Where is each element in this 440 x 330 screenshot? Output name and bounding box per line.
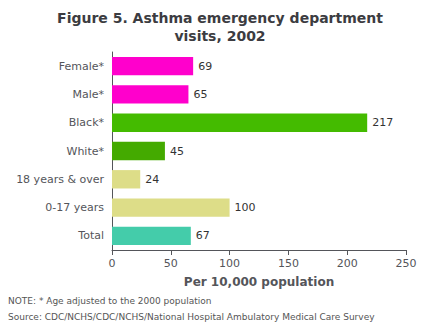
svg-text:Female*: Female* bbox=[59, 60, 105, 73]
svg-text:69: 69 bbox=[198, 60, 212, 73]
svg-text:24: 24 bbox=[145, 173, 159, 186]
svg-text:250: 250 bbox=[396, 257, 417, 270]
svg-text:White*: White* bbox=[67, 145, 105, 158]
svg-text:50: 50 bbox=[164, 257, 178, 270]
svg-text:200: 200 bbox=[337, 257, 358, 270]
svg-text:Total: Total bbox=[77, 229, 104, 242]
svg-text:visits, 2002: visits, 2002 bbox=[174, 28, 265, 44]
svg-text:67: 67 bbox=[196, 229, 210, 242]
svg-text:18 years & over: 18 years & over bbox=[16, 173, 104, 186]
svg-text:45: 45 bbox=[170, 145, 184, 158]
svg-text:0: 0 bbox=[109, 257, 116, 270]
svg-text:100: 100 bbox=[235, 201, 256, 214]
svg-text:NOTE: * Age adjusted to the 20: NOTE: * Age adjusted to the 2000 populat… bbox=[8, 296, 211, 306]
svg-text:Black*: Black* bbox=[69, 116, 105, 129]
svg-text:Per 10,000 population: Per 10,000 population bbox=[184, 275, 334, 289]
svg-text:217: 217 bbox=[372, 116, 393, 129]
svg-text:100: 100 bbox=[219, 257, 240, 270]
svg-text:Male*: Male* bbox=[72, 88, 104, 101]
svg-text:150: 150 bbox=[278, 257, 299, 270]
svg-text:65: 65 bbox=[193, 88, 207, 101]
svg-text:Source: CDC/NCHS/CDC/NCHS/Nati: Source: CDC/NCHS/CDC/NCHS/National Hospi… bbox=[8, 312, 375, 322]
svg-text:Figure 5. Asthma emergency dep: Figure 5. Asthma emergency department bbox=[57, 10, 383, 26]
svg-text:0-17 years: 0-17 years bbox=[45, 201, 104, 214]
